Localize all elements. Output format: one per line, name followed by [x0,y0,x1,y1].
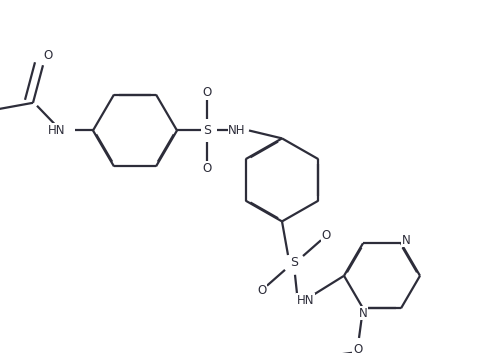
Text: S: S [203,124,211,137]
Text: O: O [353,343,362,356]
Text: O: O [257,284,266,297]
Text: O: O [202,161,211,175]
Text: S: S [289,256,297,270]
Text: N: N [358,307,366,320]
Text: O: O [43,49,53,62]
Text: O: O [202,86,211,99]
Text: N: N [401,234,409,247]
Text: HN: HN [296,294,314,307]
Text: O: O [321,229,330,242]
Text: HN: HN [47,124,65,137]
Text: NH: NH [228,124,245,137]
